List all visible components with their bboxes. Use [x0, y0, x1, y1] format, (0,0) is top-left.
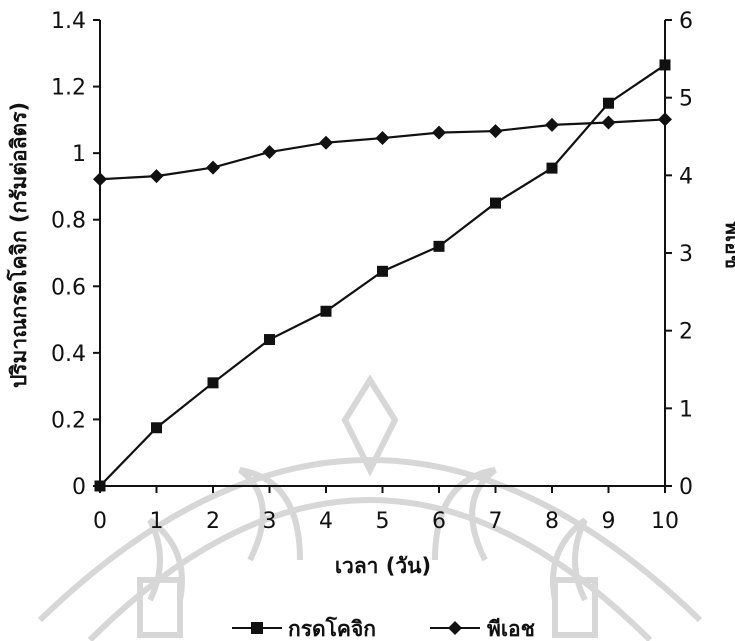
x-axis-title: เวลา (วัน)	[335, 554, 431, 578]
kojic-acid-point	[433, 240, 445, 252]
axes	[99, 20, 666, 487]
kojic-acid-point	[546, 162, 558, 174]
y-left-tick-label: 0.2	[51, 408, 86, 433]
x-tick-label: 0	[93, 509, 107, 534]
y-right-tick-label: 0	[679, 475, 693, 500]
kojic-acid-point	[264, 334, 275, 346]
kojic-acid-point	[94, 480, 106, 492]
legend: กรดโคจิก พีเอช	[232, 616, 535, 641]
ph-point	[545, 117, 559, 132]
watermark-emblem	[37, 374, 703, 641]
legend-kojic-acid-label: กรดโคจิก	[288, 616, 376, 641]
ph-point	[149, 169, 164, 184]
y-right-tick-label: 6	[679, 9, 693, 34]
ph-point	[206, 160, 220, 175]
ph-point	[601, 115, 616, 130]
x-tick-label: 3	[263, 509, 277, 534]
x-tick-label: 10	[651, 509, 679, 534]
ph-point	[375, 131, 390, 146]
x-tick-label: 8	[545, 509, 559, 534]
x-tick-label: 6	[432, 509, 446, 534]
ph-point	[432, 125, 446, 140]
kojic-acid-point	[377, 265, 388, 277]
y-right-tick-label: 2	[679, 320, 693, 345]
x-tick-label: 1	[150, 509, 164, 534]
kojic-acid-point	[490, 197, 501, 209]
y-left-tick-label: 1.4	[51, 9, 86, 34]
x-tick-label: 2	[206, 509, 220, 534]
series-group	[93, 59, 672, 492]
ph-point	[319, 135, 333, 150]
ph-point	[262, 145, 277, 160]
kojic-acid-point	[151, 422, 162, 434]
x-tick-label: 7	[489, 509, 503, 534]
ph-point	[93, 172, 107, 187]
x-tick-label: 4	[319, 509, 333, 534]
y-left-tick-label: 0.8	[51, 209, 86, 234]
kojic-acid-point	[603, 97, 614, 109]
y-left-tick-label: 1.2	[51, 76, 86, 101]
y-right-tick-label: 1	[679, 397, 693, 422]
ph-point	[658, 112, 672, 127]
kojic-acid-point	[320, 305, 332, 317]
right-axis-title: พีเอช	[721, 221, 735, 269]
kojic-acid-point	[659, 59, 671, 71]
legend-item-kojic-acid: กรดโคจิก	[232, 616, 376, 641]
x-tick-label: 9	[602, 509, 616, 534]
series-ph-line	[99, 118, 666, 181]
x-tick-label: 5	[376, 509, 390, 534]
y-left-tick-label: 0.4	[51, 342, 86, 367]
left-axis-title: ปริมาณกรดโคจิก (กรัมต่อลิตร)	[6, 102, 31, 388]
y-right-tick-label: 4	[679, 164, 693, 189]
y-left-tick-label: 0	[72, 475, 86, 500]
legend-ph-label: พีเอช	[487, 617, 535, 641]
legend-ph-marker	[448, 621, 462, 635]
ph-point	[488, 124, 503, 139]
y-right-tick-label: 3	[679, 242, 693, 267]
y-left-tick-label: 1	[72, 142, 86, 167]
y-right-tick-label: 5	[679, 87, 693, 112]
legend-kojic-acid-marker	[251, 622, 263, 634]
legend-item-ph: พีเอช	[430, 617, 535, 641]
kojic-acid-point	[207, 377, 219, 389]
y-left-tick-label: 0.6	[51, 275, 86, 300]
